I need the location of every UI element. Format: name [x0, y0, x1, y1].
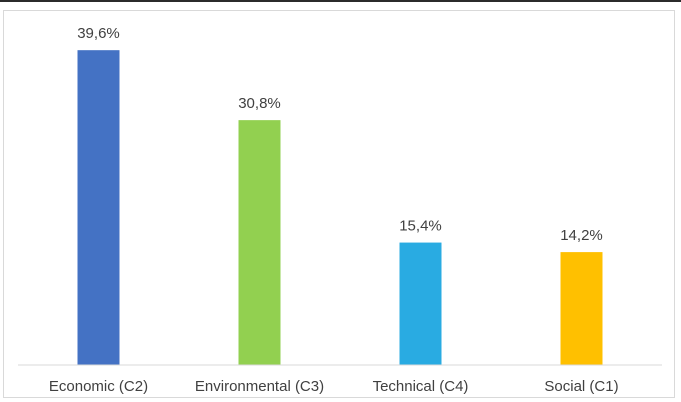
- category-labels-group: Economic (C2) Environmental (C3) Technical…: [49, 378, 619, 395]
- category-label-technical-c4: Technical (C4): [373, 378, 469, 395]
- data-label-technical-c4: 15,4%: [399, 218, 442, 235]
- bar-economic-c2: [77, 50, 120, 366]
- data-label-social-c1: 14,2%: [560, 227, 603, 244]
- top-rule: [0, 0, 681, 2]
- category-label-environmental-c3: Environmental (C3): [195, 378, 324, 395]
- data-label-economic-c2: 39,6%: [77, 25, 120, 42]
- category-label-economic-c2: Economic (C2): [49, 378, 148, 395]
- data-label-environmental-c3: 30,8%: [238, 95, 281, 112]
- value-labels-group: 39,6% 30,8% 15,4% 14,2%: [77, 25, 603, 244]
- bar-technical-c4: [399, 242, 442, 365]
- bar-environmental-c3: [238, 120, 281, 365]
- category-label-social-c1: Social (C1): [544, 378, 618, 395]
- bar-social-c1: [560, 252, 603, 365]
- bars-group: [77, 50, 603, 366]
